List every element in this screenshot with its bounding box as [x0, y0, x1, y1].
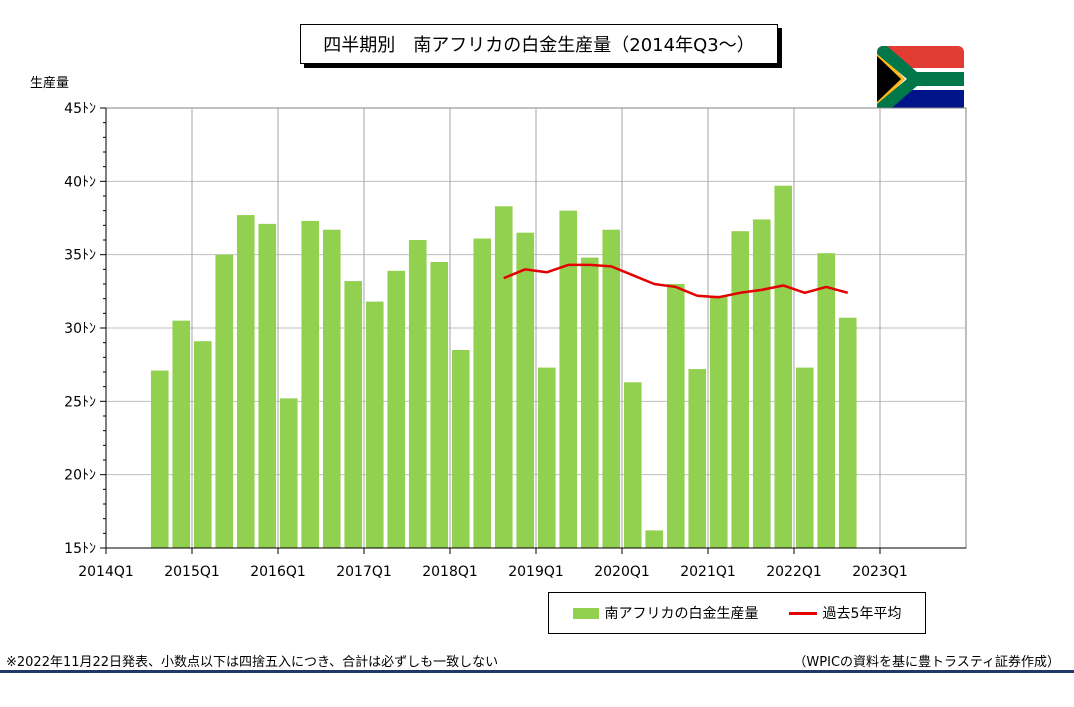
y-tick-label: 25ﾄﾝ — [64, 394, 96, 410]
x-tick-label: 2022Q1 — [766, 564, 822, 580]
production-bar — [365, 301, 384, 548]
x-tick-label: 2019Q1 — [508, 564, 564, 580]
production-bar — [193, 341, 212, 548]
production-bar — [838, 317, 857, 548]
y-tick-label: 30ﾄﾝ — [64, 321, 96, 337]
production-bar — [623, 382, 642, 548]
legend-bar-label: 南アフリカの白金生産量 — [604, 606, 759, 622]
legend-bar-swatch — [572, 607, 599, 619]
production-bar — [645, 530, 664, 548]
bottom-divider — [0, 670, 1074, 673]
production-bar — [172, 320, 191, 548]
production-bar — [516, 232, 535, 548]
y-tick-label: 35ﾄﾝ — [64, 248, 96, 264]
legend-item-bar: 南アフリカの白金生産量 — [572, 603, 759, 623]
production-bar — [537, 367, 556, 548]
production-bar — [795, 367, 814, 548]
production-bar — [688, 369, 707, 548]
legend-item-line: 過去5年平均 — [788, 603, 902, 623]
production-bar — [731, 231, 750, 548]
footnote-release-note: ※2022年11月22日発表、小数点以下は四捨五入につき、合計は必ずしも一致しな… — [6, 655, 499, 670]
production-bar — [473, 238, 492, 549]
legend-line-swatch — [788, 611, 817, 615]
production-bar — [559, 210, 578, 548]
production-bar — [709, 295, 728, 548]
chart-svg: 15ﾄﾝ 20ﾄﾝ 25ﾄﾝ 30ﾄﾝ 35ﾄﾝ 40ﾄﾝ 45ﾄﾝ 2014Q1 2015Q1… — [64, 101, 967, 580]
x-tick-label: 2020Q1 — [594, 564, 650, 580]
production-bar — [344, 281, 363, 548]
production-bar — [580, 257, 599, 548]
production-bar — [301, 220, 320, 548]
y-tick-label: 40ﾄﾝ — [64, 174, 96, 190]
x-tick-label: 2015Q1 — [164, 564, 220, 580]
footnote-source: （WPICの資料を基に豊トラスティ証券作成） — [793, 655, 1060, 670]
production-bar — [279, 398, 298, 548]
production-bar — [494, 206, 513, 548]
legend: 南アフリカの白金生産量 過去5年平均 — [548, 592, 926, 634]
chart-title: 四半期別 南アフリカの白金生産量（2014年Q3～） — [300, 24, 778, 64]
production-bar — [322, 229, 341, 548]
production-bar — [430, 262, 449, 548]
x-tick-label: 2017Q1 — [336, 564, 392, 580]
y-tick-label: 45ﾄﾝ — [64, 101, 96, 117]
production-bar — [150, 370, 169, 548]
production-bar — [666, 284, 685, 548]
production-bar — [215, 254, 234, 548]
south-africa-flag-icon — [877, 46, 964, 112]
production-bar — [236, 215, 255, 549]
production-bar — [387, 270, 406, 548]
x-tick-label: 2018Q1 — [422, 564, 478, 580]
x-tick-label: 2014Q1 — [78, 564, 134, 580]
production-bar — [602, 229, 621, 548]
x-tick-label: 2016Q1 — [250, 564, 306, 580]
production-bar — [451, 350, 470, 548]
production-bar — [258, 223, 277, 548]
production-bar — [817, 253, 836, 548]
production-bar — [752, 219, 771, 548]
y-tick-label: 20ﾄﾝ — [64, 468, 96, 484]
y-tick-label: 15ﾄﾝ — [64, 541, 96, 557]
legend-line-label: 過去5年平均 — [822, 606, 902, 622]
x-tick-label: 2023Q1 — [852, 564, 908, 580]
production-bar — [408, 240, 427, 548]
production-bar — [774, 185, 793, 548]
x-tick-label: 2021Q1 — [680, 564, 736, 580]
y-axis-unit-label: 生産量 — [30, 76, 70, 91]
